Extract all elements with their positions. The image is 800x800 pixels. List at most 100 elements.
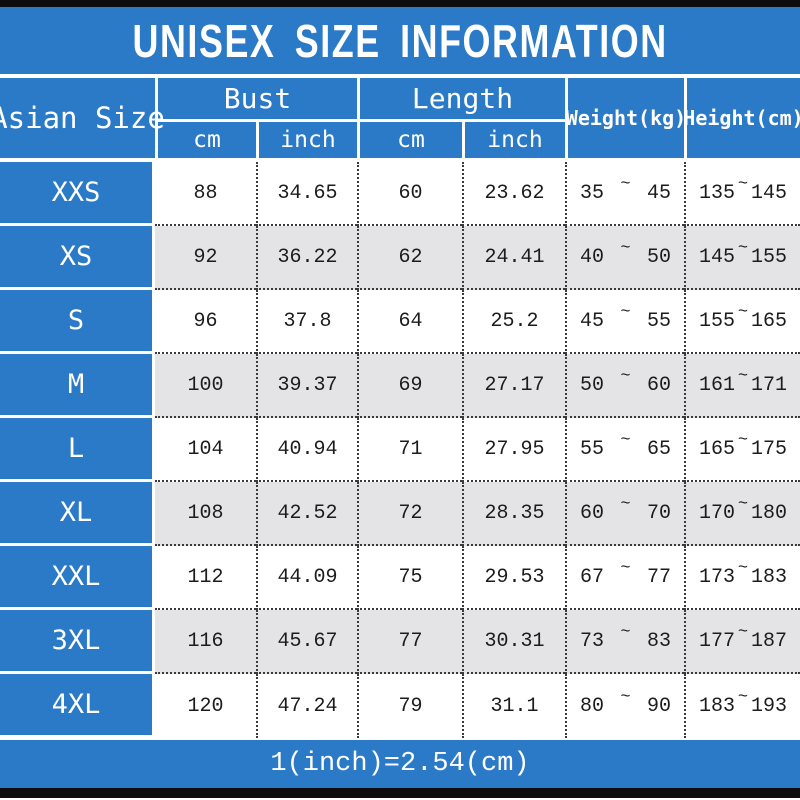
height-range-cell: 177 ~ 187 — [684, 610, 800, 674]
height-range-cell: 173 ~ 183 — [684, 546, 800, 610]
size-label-cell: XXL — [0, 546, 155, 610]
length-inch-cell: 30.31 — [462, 610, 565, 674]
length-cm-cell: 64 — [357, 290, 462, 354]
bust-cm-cell: 116 — [155, 610, 256, 674]
bust-cm-cell: 104 — [155, 418, 256, 482]
length-inch-cell: 28.35 — [462, 482, 565, 546]
bust-inch-cell: 34.65 — [256, 162, 357, 226]
header-bust: Bust — [155, 78, 357, 122]
height-range-cell: 155 ~ 165 — [684, 290, 800, 354]
title-bar: UNISEX SIZE INFORMATION — [0, 7, 800, 74]
size-label-cell: XXS — [0, 162, 155, 226]
length-inch-cell: 31.1 — [462, 674, 565, 738]
tilde-separator: ~ — [737, 558, 749, 578]
tilde-separator: ~ — [737, 687, 749, 707]
length-cm-cell: 75 — [357, 546, 462, 610]
header-asian-size: Asian Size — [0, 101, 165, 135]
bottom-black-strip — [0, 788, 800, 798]
weight-min: 35 — [580, 181, 605, 205]
height-min: 155 — [699, 309, 736, 333]
length-inch-cell: 27.95 — [462, 418, 565, 482]
table-row: 4XL 120 47.24 79 31.1 80 ~ 90 183 ~ 193 — [0, 674, 800, 738]
weight-min: 80 — [580, 694, 605, 718]
size-label-cell: M — [0, 354, 155, 418]
length-cm-cell: 69 — [357, 354, 462, 418]
bust-cm-cell: 96 — [155, 290, 256, 354]
tilde-separator: ~ — [737, 366, 749, 386]
length-inch-cell: 25.2 — [462, 290, 565, 354]
weight-range-cell: 73 ~ 83 — [565, 610, 684, 674]
weight-max: 90 — [646, 694, 671, 718]
weight-range-cell: 50 ~ 60 — [565, 354, 684, 418]
tilde-separator: ~ — [620, 430, 631, 450]
bust-inch-cell: 36.22 — [256, 226, 357, 290]
table-row: L 104 40.94 71 27.95 55 ~ 65 165 ~ 175 — [0, 418, 800, 482]
size-label-cell: XL — [0, 482, 155, 546]
tilde-separator: ~ — [737, 302, 749, 322]
size-label-cell: 4XL — [0, 674, 155, 738]
header-length-inch: inch — [462, 122, 565, 158]
header-height-cm: Height(cm) — [683, 78, 800, 158]
height-range-cell: 183 ~ 193 — [684, 674, 800, 738]
weight-min: 55 — [580, 437, 605, 461]
tilde-separator: ~ — [620, 558, 631, 578]
weight-range-cell: 40 ~ 50 — [565, 226, 684, 290]
height-min: 173 — [699, 565, 736, 589]
tilde-separator: ~ — [620, 687, 631, 707]
weight-range-cell: 60 ~ 70 — [565, 482, 684, 546]
height-min: 165 — [699, 437, 736, 461]
header-bust-inch: inch — [256, 122, 357, 158]
height-max: 175 — [750, 437, 787, 461]
bust-inch-cell: 44.09 — [256, 546, 357, 610]
bust-cm-cell: 88 — [155, 162, 256, 226]
title-divider — [0, 74, 800, 78]
table-row: XL 108 42.52 72 28.35 60 ~ 70 170 ~ 180 — [0, 482, 800, 546]
height-range-cell: 135 ~ 145 — [684, 162, 800, 226]
length-cm-cell: 72 — [357, 482, 462, 546]
height-range-cell: 161 ~ 171 — [684, 354, 800, 418]
table-row: S 96 37.8 64 25.2 45 ~ 55 155 ~ 165 — [0, 290, 800, 354]
tilde-separator: ~ — [620, 494, 631, 514]
weight-min: 50 — [580, 373, 605, 397]
height-min: 135 — [699, 181, 736, 205]
header-bust-cm: cm — [155, 122, 256, 158]
length-inch-cell: 24.41 — [462, 226, 565, 290]
height-max: 155 — [750, 245, 787, 269]
weight-min: 45 — [580, 309, 605, 333]
footer-bar: 1(inch)=2.54(cm) — [0, 740, 800, 788]
header-weight-kg: Weight(kg) — [565, 78, 686, 158]
table-row: M 100 39.37 69 27.17 50 ~ 60 161 ~ 171 — [0, 354, 800, 418]
height-max: 193 — [750, 694, 787, 718]
weight-max: 45 — [646, 181, 671, 205]
weight-max: 77 — [646, 565, 671, 589]
height-min: 183 — [699, 694, 736, 718]
bust-cm-cell: 92 — [155, 226, 256, 290]
length-inch-cell: 27.17 — [462, 354, 565, 418]
length-cm-cell: 71 — [357, 418, 462, 482]
header-length: Length — [357, 78, 565, 122]
bust-inch-cell: 39.37 — [256, 354, 357, 418]
tilde-separator: ~ — [737, 430, 749, 450]
table-row: 3XL 116 45.67 77 30.31 73 ~ 83 177 ~ 187 — [0, 610, 800, 674]
weight-range-cell: 55 ~ 65 — [565, 418, 684, 482]
table-header: Asian Size Bust Length Weight(kg) Height… — [0, 78, 800, 158]
bust-inch-cell: 45.67 — [256, 610, 357, 674]
weight-max: 65 — [646, 437, 671, 461]
table-row: XS 92 36.22 62 24.41 40 ~ 50 145 ~ 155 — [0, 226, 800, 290]
length-inch-cell: 23.62 — [462, 162, 565, 226]
tilde-separator: ~ — [620, 238, 631, 258]
height-min: 145 — [699, 245, 736, 269]
tilde-separator: ~ — [620, 366, 631, 386]
height-min: 177 — [699, 629, 736, 653]
tilde-separator: ~ — [620, 622, 631, 642]
height-range-cell: 165 ~ 175 — [684, 418, 800, 482]
tilde-separator: ~ — [737, 494, 749, 514]
height-min: 170 — [699, 501, 736, 525]
tilde-separator: ~ — [620, 174, 631, 194]
weight-max: 50 — [646, 245, 671, 269]
height-range-cell: 170 ~ 180 — [684, 482, 800, 546]
bust-inch-cell: 47.24 — [256, 674, 357, 738]
height-max: 171 — [750, 373, 787, 397]
size-label-cell: L — [0, 418, 155, 482]
table-row: XXL 112 44.09 75 29.53 67 ~ 77 173 ~ 183 — [0, 546, 800, 610]
